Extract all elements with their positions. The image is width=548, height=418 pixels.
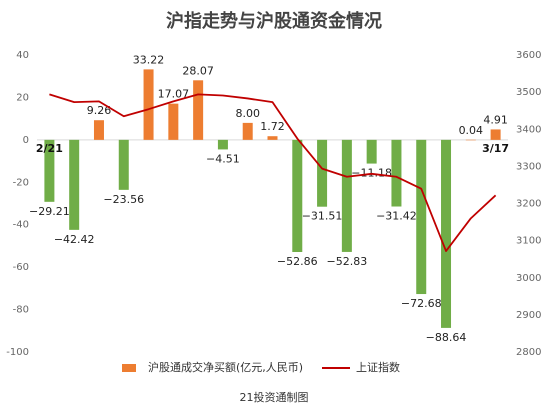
y-tick-label: -40 <box>13 220 29 231</box>
y2-tick-label: 3500 <box>516 87 541 98</box>
x-tick-label: 3/17 <box>482 142 509 155</box>
bar <box>391 139 402 207</box>
y-tick-label: 40 <box>16 50 29 61</box>
legend-label: 沪股通成交净买额(亿元,人民币) <box>148 360 303 374</box>
y2-tick-label: 2800 <box>516 347 541 358</box>
y-tick-label: -60 <box>13 262 29 273</box>
value-label: −4.51 <box>206 152 240 165</box>
y-tick-label: 0 <box>23 135 29 146</box>
bar <box>416 139 427 295</box>
bar <box>143 69 154 140</box>
value-label: 28.07 <box>182 64 214 77</box>
value-label: −31.51 <box>302 210 343 223</box>
bar <box>292 139 303 252</box>
y-tick-label: -100 <box>6 347 29 358</box>
y-tick-label: 20 <box>16 92 29 103</box>
value-label: −52.83 <box>327 255 368 268</box>
y2-tick-label: 3300 <box>516 161 541 172</box>
value-label: −42.42 <box>54 233 95 246</box>
y2-tick-label: 3600 <box>516 50 541 61</box>
value-label: 17.07 <box>158 88 190 101</box>
bar <box>118 139 129 190</box>
bar <box>44 139 55 202</box>
legend-label: 上证指数 <box>356 360 400 374</box>
y2-tick-label: 3100 <box>516 236 541 247</box>
y-tick-label: -80 <box>13 305 29 316</box>
value-label: 9.26 <box>87 104 112 117</box>
bar <box>267 136 278 140</box>
bar <box>490 129 501 140</box>
bar <box>465 139 476 141</box>
value-label: 33.22 <box>133 53 165 66</box>
bar <box>69 139 80 230</box>
y2-tick-label: 3200 <box>516 199 541 210</box>
chart-title: 沪指走势与沪股通资金情况 <box>166 10 382 32</box>
value-label: 1.72 <box>260 120 285 133</box>
legend-swatch <box>122 364 136 372</box>
value-label: −29.21 <box>29 205 70 218</box>
y-tick-label: -20 <box>13 177 29 188</box>
y2-tick-label: 3400 <box>516 124 541 135</box>
bar <box>441 139 452 328</box>
value-label: −72.68 <box>401 297 442 310</box>
bar <box>217 139 228 150</box>
bar <box>341 139 352 252</box>
value-label: −88.64 <box>426 331 467 344</box>
value-label: 4.91 <box>483 113 508 126</box>
bar <box>317 139 328 207</box>
value-label: −23.56 <box>103 193 144 206</box>
bar <box>242 122 253 140</box>
bar <box>93 120 104 140</box>
value-label: 8.00 <box>235 107 260 120</box>
x-tick-label: 2/21 <box>36 142 63 155</box>
line <box>49 93 497 252</box>
value-label: −31.42 <box>376 210 417 223</box>
bar <box>193 80 204 140</box>
value-label: 0.04 <box>459 124 484 137</box>
footer: 21投资通制图 <box>240 390 309 404</box>
value-label: −52.86 <box>277 255 318 268</box>
y2-tick-label: 2900 <box>516 310 541 321</box>
bar <box>168 103 179 140</box>
bar <box>366 139 377 164</box>
y2-tick-label: 3000 <box>516 273 541 284</box>
